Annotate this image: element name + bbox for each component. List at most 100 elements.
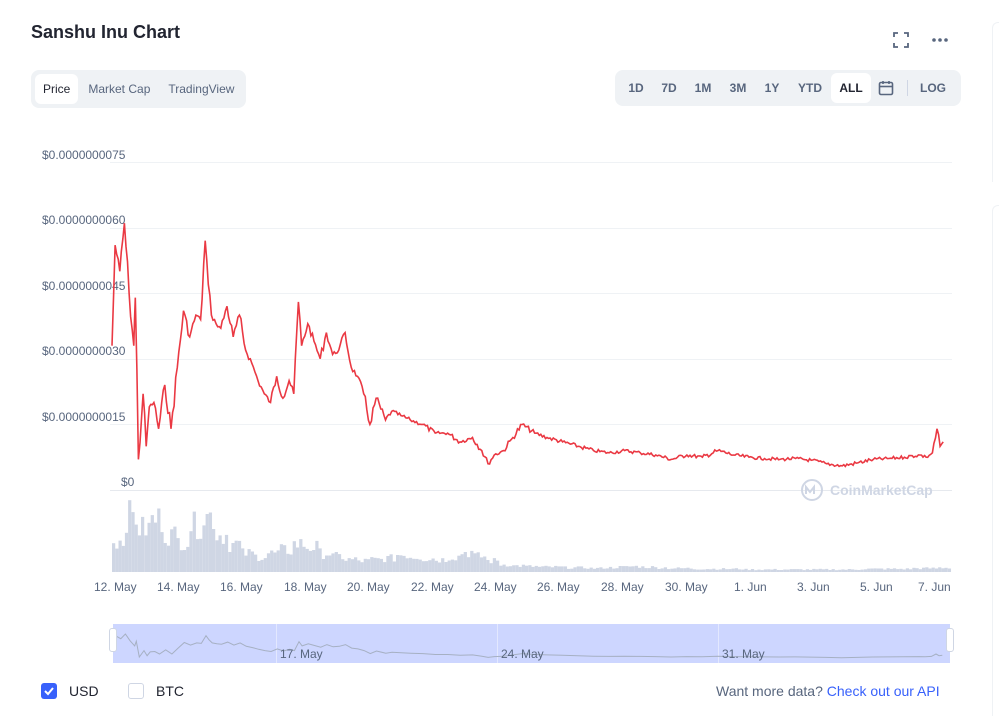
volume-bar xyxy=(605,568,609,572)
usd-label[interactable]: USD xyxy=(69,683,99,699)
volume-bar xyxy=(199,538,203,572)
volume-bar xyxy=(899,568,903,572)
volume-bar xyxy=(767,569,771,572)
volume-bar xyxy=(170,529,174,572)
volume-bar xyxy=(144,535,148,572)
y-tick-label: $0.0000000060 xyxy=(42,213,126,227)
tab-tradingview[interactable]: TradingView xyxy=(168,82,235,96)
volume-bar xyxy=(328,555,332,572)
x-tick-label: 12. May xyxy=(94,580,137,594)
range-3m[interactable]: 3M xyxy=(729,81,747,95)
btc-checkbox[interactable] xyxy=(128,683,144,699)
volume-bar xyxy=(631,566,635,572)
volume-bar xyxy=(421,561,426,572)
range-7d[interactable]: 7D xyxy=(661,81,677,95)
volume-bar xyxy=(863,569,868,572)
volume-bar xyxy=(357,560,361,572)
volume-bar xyxy=(889,568,893,572)
volume-bar xyxy=(512,565,516,572)
volume-bar xyxy=(873,568,877,572)
volume-bar xyxy=(947,568,952,572)
volume-bar xyxy=(337,554,342,572)
volume-bar xyxy=(579,566,584,572)
volume-bar xyxy=(308,550,313,572)
volume-bar xyxy=(502,564,506,572)
volume-bar xyxy=(295,547,300,572)
tab-price[interactable]: Price xyxy=(35,74,79,104)
volume-bar xyxy=(405,558,409,572)
y-tick-label: $0.0000000075 xyxy=(42,148,126,162)
watermark-text: CoinMarketCap xyxy=(830,482,933,498)
volume-bar xyxy=(905,568,910,572)
volume-bar xyxy=(589,567,593,572)
volume-bar xyxy=(615,568,619,572)
volume-bar xyxy=(470,550,474,572)
volume-bar xyxy=(153,522,158,572)
volume-bar xyxy=(663,567,668,572)
navigator-label: 24. May xyxy=(501,647,544,661)
navigator-right-handle[interactable] xyxy=(946,628,954,652)
volume-bar xyxy=(150,515,154,572)
volume-bar xyxy=(934,568,939,572)
volume-bar xyxy=(534,565,538,572)
volume-bar xyxy=(195,539,200,572)
navigator-left-handle[interactable] xyxy=(109,628,117,652)
volume-bar xyxy=(647,568,651,572)
adjacent-panel-edge xyxy=(992,22,999,182)
volume-bar xyxy=(644,568,648,572)
volume-bar xyxy=(792,569,797,572)
volume-bars xyxy=(112,500,952,572)
volume-bar xyxy=(428,560,432,572)
volume-bar xyxy=(821,569,826,572)
volume-bar xyxy=(563,566,568,572)
volume-bar xyxy=(137,535,142,572)
volume-bar xyxy=(744,568,748,572)
usd-checkbox[interactable] xyxy=(41,683,57,699)
range-ytd[interactable]: YTD xyxy=(798,81,822,95)
baseline xyxy=(110,490,952,491)
range-1d[interactable]: 1D xyxy=(628,81,644,95)
volume-bar xyxy=(544,565,548,572)
volume-bar xyxy=(266,553,271,572)
volume-bar xyxy=(260,559,264,572)
volume-bar xyxy=(283,545,287,572)
volume-bar xyxy=(496,560,500,572)
volume-bar xyxy=(896,569,900,572)
range-1m[interactable]: 1M xyxy=(694,81,712,95)
expand-icon[interactable] xyxy=(891,30,911,50)
volume-bar xyxy=(454,560,458,572)
volume-bar xyxy=(547,566,551,572)
volume-bar xyxy=(157,508,161,572)
volume-bar xyxy=(499,565,503,572)
volume-bar xyxy=(331,553,335,572)
volume-bar xyxy=(776,570,780,572)
volume-bar xyxy=(460,554,464,572)
volume-bar xyxy=(650,566,655,572)
btc-label[interactable]: BTC xyxy=(156,683,184,699)
volume-bar xyxy=(344,560,348,572)
volume-bar xyxy=(657,569,661,572)
y-tick-label: $0.0000000015 xyxy=(42,410,126,424)
more-horizontal-icon[interactable] xyxy=(930,30,950,50)
calendar-icon[interactable] xyxy=(871,73,901,103)
api-link[interactable]: Check out our API xyxy=(826,683,940,699)
volume-bar xyxy=(379,558,384,572)
volume-bar xyxy=(186,546,190,572)
chart-type-tabs: Price Market Cap TradingView xyxy=(31,70,247,108)
x-tick-label: 30. May xyxy=(665,580,708,594)
volume-bar xyxy=(528,565,532,572)
log-scale-toggle[interactable]: LOG xyxy=(920,81,946,95)
volume-bar xyxy=(318,548,322,572)
volume-bar xyxy=(360,562,364,572)
range-all[interactable]: ALL xyxy=(831,73,871,103)
volume-bar xyxy=(922,567,926,572)
volume-bar xyxy=(396,555,400,572)
tab-market-cap[interactable]: Market Cap xyxy=(88,82,151,96)
volume-bar xyxy=(718,569,722,572)
volume-bar xyxy=(750,569,755,572)
range-1y[interactable]: 1Y xyxy=(764,81,780,95)
expand-icon-glyph xyxy=(893,32,909,48)
y-tick-label: $0.0000000045 xyxy=(42,279,126,293)
volume-bar xyxy=(366,559,371,572)
